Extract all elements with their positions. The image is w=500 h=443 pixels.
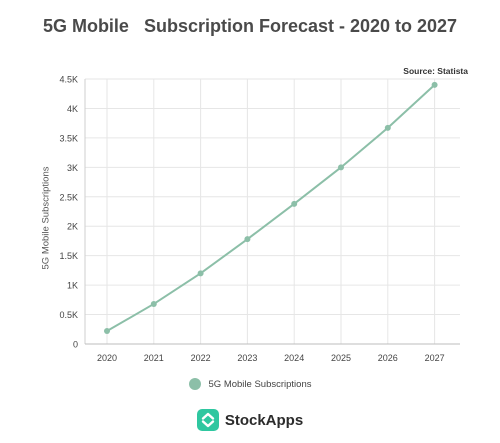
y-tick-label: 3K: [67, 163, 78, 173]
legend: 5G Mobile Subscriptions: [0, 378, 500, 390]
x-tick-label: 2024: [284, 353, 304, 363]
x-tick-label: 2025: [331, 353, 351, 363]
x-tick-label: 2027: [425, 353, 445, 363]
y-tick-label: 2K: [67, 222, 78, 232]
data-point: [150, 300, 157, 307]
stockapps-logo: StockApps: [0, 409, 500, 431]
y-tick-label: 0: [73, 340, 78, 350]
x-tick-label: 2021: [144, 353, 164, 363]
series-line: [106, 84, 436, 332]
y-tick-label: 4K: [67, 104, 78, 114]
legend-label: 5G Mobile Subscriptions: [208, 378, 312, 390]
stockapps-logo-text: StockApps: [224, 411, 304, 429]
y-tick-label: 3.5K: [59, 133, 78, 143]
y-tick-label: 0.5K: [59, 310, 78, 320]
y-tick-label: 1K: [67, 281, 78, 291]
data-point: [197, 270, 204, 277]
source-note: Source: Statista: [403, 66, 468, 76]
data-point: [384, 124, 391, 131]
data-point: [244, 236, 251, 243]
y-tick-label: 2.5K: [59, 192, 78, 202]
x-tick-label: 2026: [378, 353, 398, 363]
legend-marker: [188, 378, 201, 390]
x-tick-label: 2020: [97, 353, 117, 363]
y-tick-label: 4.5K: [59, 75, 78, 85]
x-tick-label: 2023: [237, 353, 257, 363]
x-tick-label: 2022: [191, 353, 211, 363]
data-point: [338, 164, 344, 171]
data-point: [291, 200, 298, 207]
stockapps-logo-icon: [196, 409, 219, 431]
chart-title: 5G Mobile Subscription Forecast - 2020 t…: [42, 16, 458, 36]
data-point: [104, 328, 110, 335]
data-point: [431, 81, 438, 88]
y-tick-label: 1.5K: [59, 251, 78, 261]
